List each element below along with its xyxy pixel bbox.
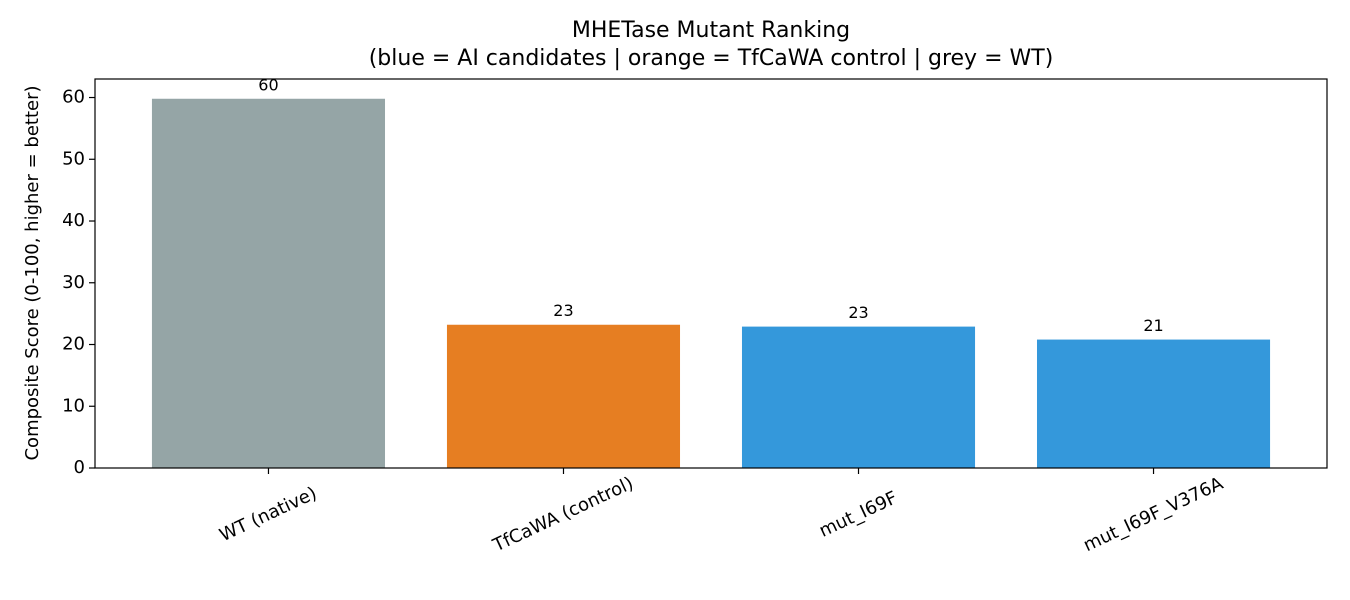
y-tick-label: 0 — [74, 457, 85, 478]
y-tick-label: 30 — [62, 272, 85, 293]
value-label: 60 — [258, 75, 278, 94]
bar — [151, 98, 386, 468]
chart-subtitle: (blue = AI candidates | orange = TfCaWA … — [369, 46, 1054, 71]
y-tick-label: 10 — [62, 395, 85, 416]
bar — [1036, 339, 1271, 468]
value-label: 21 — [1143, 316, 1163, 335]
bar — [741, 326, 976, 468]
value-label: 23 — [848, 303, 868, 322]
y-tick-label: 50 — [62, 148, 85, 169]
y-tick-label: 60 — [62, 87, 85, 108]
bar — [446, 324, 681, 468]
y-tick-label: 40 — [62, 210, 85, 231]
chart-title: MHETase Mutant Ranking — [572, 18, 850, 43]
plot-frame — [94, 78, 1328, 469]
value-label: 23 — [553, 301, 573, 320]
y-axis-label: Composite Score (0-100, higher = better) — [22, 85, 43, 460]
y-tick-label: 20 — [62, 334, 85, 355]
